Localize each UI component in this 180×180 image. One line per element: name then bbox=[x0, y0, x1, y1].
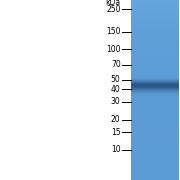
Text: kDa: kDa bbox=[105, 0, 121, 7]
Text: 50: 50 bbox=[111, 75, 121, 84]
Text: 15: 15 bbox=[111, 128, 121, 137]
Text: 30: 30 bbox=[111, 97, 121, 106]
Text: 10: 10 bbox=[111, 145, 121, 154]
Text: 20: 20 bbox=[111, 115, 121, 124]
Text: 100: 100 bbox=[106, 45, 121, 54]
Text: 250: 250 bbox=[106, 5, 121, 14]
Text: 70: 70 bbox=[111, 60, 121, 69]
Text: 40: 40 bbox=[111, 85, 121, 94]
Text: 150: 150 bbox=[106, 27, 121, 36]
